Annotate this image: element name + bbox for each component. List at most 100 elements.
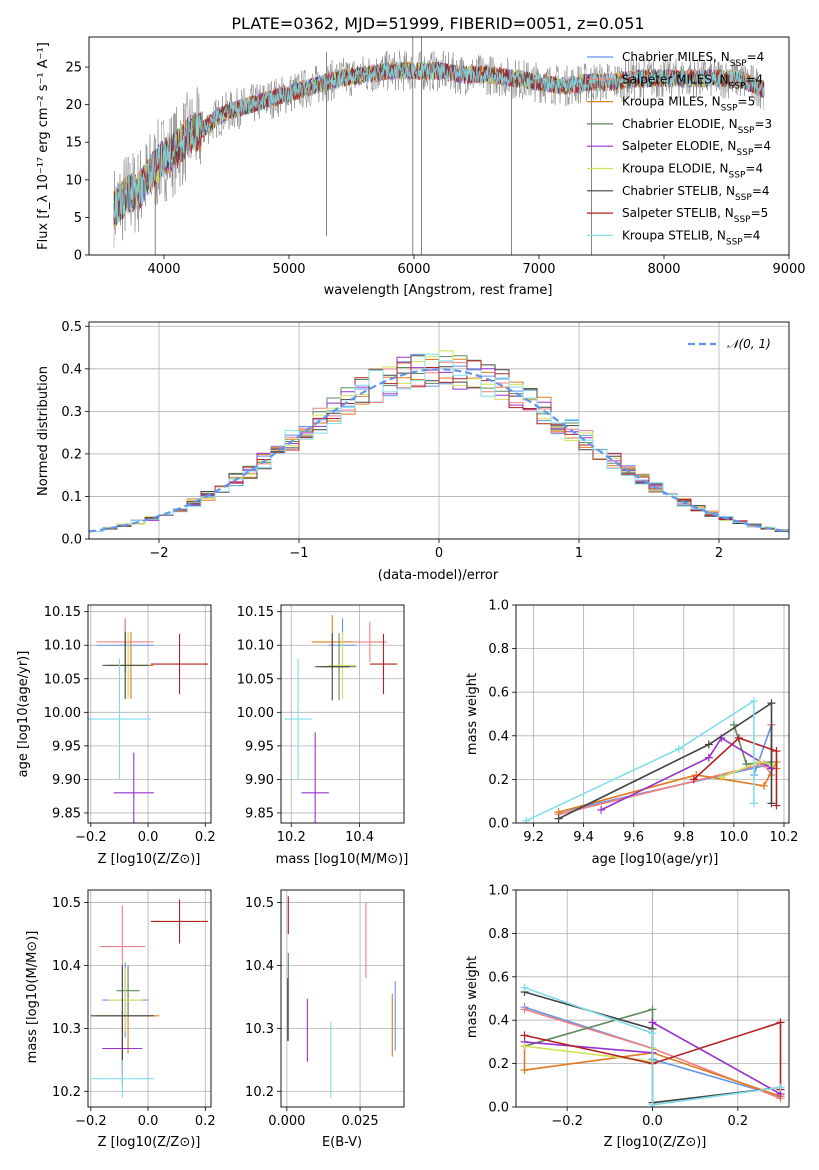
- x-tick-label: 6000: [397, 262, 430, 277]
- legend-label: Chabrier MILES, NSSP=4: [622, 50, 764, 69]
- y-tick-label: 9.90: [245, 773, 274, 788]
- weight-marker: [648, 1029, 657, 1038]
- weight-line: [693, 737, 778, 806]
- x-tick-label: 0.2: [195, 1114, 216, 1129]
- legend-label: Salpeter ELODIE, NSSP=4: [622, 139, 771, 158]
- plot-area: [520, 983, 785, 1107]
- y-tick-label: 0.1: [61, 490, 82, 505]
- y-tick-label: 10.05: [44, 672, 81, 687]
- x-tick-label: 10.2: [277, 830, 306, 845]
- weight-marker: [522, 816, 531, 823]
- mass-vs-z-ylabel: mass [log10(M/M⊙)]: [25, 931, 40, 1064]
- weights-vs-z-xlabel: Z [log10(Z/Z⊙)]: [604, 1135, 707, 1150]
- x-tick-label: 4000: [147, 262, 180, 277]
- x-tick-label: 0.0: [138, 1114, 159, 1129]
- y-tick-label: 9.85: [52, 806, 81, 821]
- axes-frame: [280, 889, 405, 1108]
- x-tick-label: 9.6: [623, 830, 644, 845]
- y-tick-label: 0.6: [488, 970, 509, 985]
- y-tick-label: 10.10: [44, 639, 81, 654]
- weight-marker: [520, 983, 529, 992]
- y-tick-label: 0.6: [488, 686, 509, 701]
- weight-line: [524, 1021, 782, 1090]
- weight-marker: [554, 814, 563, 823]
- y-tick-label: 10.4: [245, 959, 274, 974]
- axes-frame: [87, 604, 212, 824]
- x-tick-label: −0.2: [75, 830, 107, 845]
- legend-label: Chabrier STELIB, NSSP=4: [622, 184, 770, 203]
- weight-line: [600, 736, 772, 811]
- x-tick-label: 10.4: [345, 830, 374, 845]
- weight-marker: [674, 744, 683, 753]
- plot-area: [89, 350, 789, 539]
- x-tick-label: 9.8: [673, 830, 694, 845]
- weights-vs-z-ylabel: mass weight: [465, 956, 480, 1038]
- errorbar-point: [328, 631, 357, 699]
- y-tick-label: 10.5: [245, 896, 274, 911]
- x-tick-label: 1: [575, 546, 583, 561]
- legend-label: Salpeter MILES, NSSP=4: [622, 72, 763, 91]
- errorbar-point: [301, 732, 329, 823]
- y-tick-label: 10.00: [44, 706, 81, 721]
- weight-line: [558, 701, 773, 820]
- weights-vs-age-panel: age [log10(age/yr)] mass weight 9.2 9.4 9.…: [465, 599, 798, 868]
- residuals-ylabel: Normed distribution: [36, 366, 51, 496]
- weight-line: [523, 1046, 781, 1097]
- mass-vs-metallicity-panel: Z [log10(Z/Z⊙)] mass [log10(M/M⊙)] −0.2 0…: [25, 889, 216, 1150]
- weight-marker: [717, 773, 726, 782]
- y-tick-label: 9.95: [245, 739, 274, 754]
- y-tick-label: 0.2: [488, 1057, 509, 1072]
- x-tick-label: 0.0: [642, 1114, 663, 1129]
- spectrum-legend: Chabrier MILES, NSSP=4 Salpeter MILES, NS…: [587, 50, 772, 247]
- errorbar-point: [90, 965, 154, 1067]
- errorbar-point: [150, 633, 209, 695]
- errorbar-point: [315, 633, 350, 701]
- x-tick-label: 0: [435, 546, 443, 561]
- ebv-panel: E(B-V) 0.000 0.025 10.2 10.3 10.4 10.5: [245, 889, 405, 1150]
- plot-area: [522, 696, 781, 823]
- weight-marker: [776, 1083, 785, 1092]
- y-tick-label: 1.0: [488, 599, 509, 614]
- x-tick-label: 7000: [522, 262, 555, 277]
- ebv-xlabel: E(B-V): [322, 1135, 362, 1150]
- axes-frame: [87, 889, 212, 1108]
- weight-marker: [520, 1031, 529, 1040]
- weight-marker: [648, 1100, 657, 1107]
- legend-label: Chabrier ELODIE, NSSP=3: [622, 117, 772, 136]
- errorbar-point: [90, 1059, 154, 1098]
- axes-frame: [515, 604, 790, 824]
- weight-marker: [749, 799, 758, 808]
- spectrum-xlabel: wavelength [Angstrom, rest frame]: [324, 283, 553, 298]
- weights-vs-age-xlabel: age [log10(age/yr)]: [592, 852, 719, 867]
- errorbar-point: [113, 752, 154, 823]
- x-tick-label: −0.2: [75, 1114, 107, 1129]
- legend-label: Salpeter STELIB, NSSP=5: [622, 206, 768, 225]
- weight-marker: [767, 699, 776, 708]
- weight-marker: [772, 801, 781, 810]
- model-spectrum-line: [113, 61, 765, 224]
- weight-marker: [734, 733, 743, 742]
- weight-marker: [704, 740, 713, 749]
- x-tick-label: −0.2: [551, 1114, 583, 1129]
- x-tick-label: 9000: [772, 262, 805, 277]
- y-tick-label: 9.90: [52, 773, 81, 788]
- y-tick-label: 15: [65, 136, 82, 151]
- weight-marker: [754, 757, 763, 766]
- grid-lines: [281, 890, 404, 1107]
- axes-frame: [280, 604, 405, 824]
- spectrum-panel: PLATE=0362, MJD=51999, FIBERID=0051, z=0…: [36, 14, 806, 298]
- weight-marker: [520, 1066, 529, 1075]
- x-tick-label: 0.025: [341, 1114, 378, 1129]
- y-tick-label: 10: [65, 173, 82, 188]
- weight-marker: [772, 747, 781, 756]
- x-tick-label: 8000: [647, 262, 680, 277]
- y-tick-label: 1.0: [488, 884, 509, 899]
- y-tick-label: 0.0: [61, 533, 82, 548]
- residuals-panel: (data-model)/error Normed distribution −…: [36, 320, 790, 583]
- weight-marker: [648, 1005, 657, 1014]
- y-tick-label: 0.0: [488, 1101, 509, 1116]
- weight-marker: [767, 799, 776, 808]
- plot-area: [88, 618, 209, 823]
- y-tick-label: 10.2: [245, 1085, 274, 1100]
- weight-marker: [749, 696, 758, 705]
